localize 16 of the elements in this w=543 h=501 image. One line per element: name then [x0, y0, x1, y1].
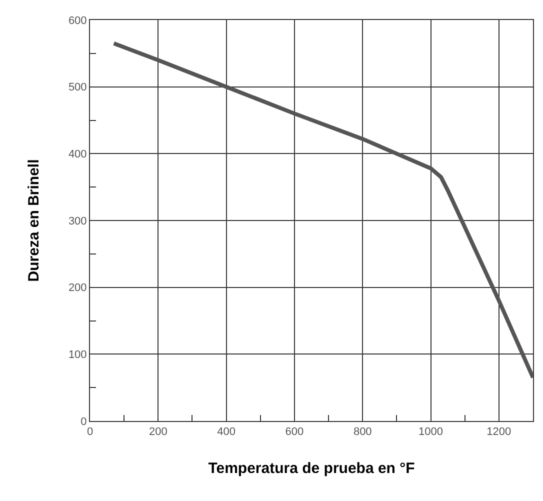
y-axis-title: Dureza en Brinell: [26, 159, 43, 282]
x-tick-label: 200: [148, 426, 168, 438]
y-tick-label: 200: [68, 282, 87, 294]
x-tick-label: 800: [353, 426, 372, 438]
y-tick-label: 400: [68, 148, 87, 161]
y-tick-label: 500: [68, 82, 87, 94]
x-axis-title: Temperatura de prueba en °F: [208, 460, 415, 478]
y-tick-label: 300: [68, 215, 87, 228]
x-tick-label: 600: [285, 426, 304, 438]
y-tick-label: 0: [80, 416, 87, 428]
x-tick-label: 1200: [486, 426, 512, 438]
line-series: [112, 41, 533, 380]
y-tick-label: 600: [68, 14, 87, 27]
x-tick-label: 400: [217, 426, 236, 438]
y-tick-label: 100: [68, 349, 87, 362]
x-tick-label: 1000: [418, 426, 444, 438]
